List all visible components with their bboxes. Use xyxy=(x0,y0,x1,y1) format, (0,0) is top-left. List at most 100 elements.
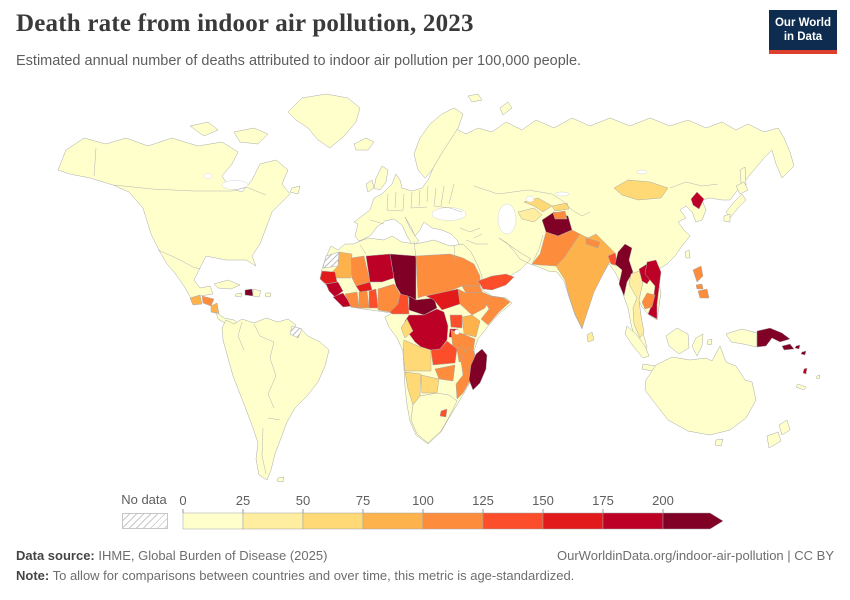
country-svalbard[interactable] xyxy=(467,93,483,103)
country-arctic-islands-2[interactable] xyxy=(189,121,219,137)
country-mauritania[interactable] xyxy=(325,251,353,279)
country-sulawesi[interactable] xyxy=(691,333,704,357)
country-solomon-islands-1[interactable] xyxy=(794,344,801,350)
country-tasmania[interactable] xyxy=(714,438,724,447)
country-madagascar[interactable] xyxy=(468,348,488,391)
country-tajikistan[interactable] xyxy=(552,210,568,220)
legend-bin-1[interactable] xyxy=(242,512,304,530)
legend-no-data-swatch[interactable] xyxy=(122,513,168,529)
country-newfoundland[interactable] xyxy=(289,185,301,195)
country-jamaica[interactable] xyxy=(234,292,243,298)
country-turkmenistan[interactable] xyxy=(517,207,543,223)
country-cambodia[interactable] xyxy=(641,292,656,310)
country-greenland[interactable] xyxy=(287,93,361,149)
legend-bin-3[interactable] xyxy=(362,512,424,530)
country-philippines-luzon[interactable] xyxy=(692,265,704,283)
legend-bin-0[interactable] xyxy=(182,512,244,530)
country-sumatra[interactable] xyxy=(624,325,650,359)
country-cuba[interactable] xyxy=(213,279,241,290)
great-lakes xyxy=(221,180,249,190)
country-cameroon[interactable] xyxy=(389,293,410,315)
country-sri-lanka[interactable] xyxy=(586,331,595,343)
country-dominican-republic[interactable] xyxy=(252,288,262,298)
country-french-guiana[interactable] xyxy=(289,325,303,339)
country-senegal[interactable] xyxy=(319,270,338,285)
country-scandinavia[interactable] xyxy=(413,107,464,179)
country-puerto-rico[interactable] xyxy=(264,292,272,298)
legend-bin-8[interactable] xyxy=(662,512,724,530)
country-honduras[interactable] xyxy=(201,295,215,307)
country-south-sudan[interactable] xyxy=(425,288,461,311)
country-nepal[interactable] xyxy=(585,237,601,249)
country-papua-new-guinea[interactable] xyxy=(756,327,791,348)
country-philippines-visayas[interactable] xyxy=(695,283,704,290)
country-myanmar[interactable] xyxy=(614,243,634,297)
country-ghana[interactable] xyxy=(358,290,370,309)
country-sakhalin[interactable] xyxy=(739,166,747,186)
legend-bin-5[interactable] xyxy=(482,512,544,530)
lake-balkhash xyxy=(554,191,570,197)
country-maluku[interactable] xyxy=(706,338,713,346)
country-uganda[interactable] xyxy=(449,314,463,329)
country-new-zealand-north[interactable] xyxy=(778,419,791,436)
country-guatemala[interactable] xyxy=(189,294,203,306)
country-fiji[interactable] xyxy=(815,374,821,380)
country-japan-hokkaido[interactable] xyxy=(735,181,749,195)
data-source-label: Data source: xyxy=(16,548,95,563)
country-taiwan[interactable] xyxy=(684,249,691,259)
legend-tick-label: 150 xyxy=(532,493,554,508)
legend-bin-6[interactable] xyxy=(542,512,604,530)
owid-logo[interactable]: Our World in Data xyxy=(769,10,837,54)
country-arctic-islands[interactable] xyxy=(233,127,269,145)
country-zimbabwe[interactable] xyxy=(434,364,456,382)
country-new-britain[interactable] xyxy=(781,343,795,351)
country-australia[interactable] xyxy=(644,345,757,436)
country-japan-kyushu[interactable] xyxy=(723,213,731,223)
country-niger[interactable] xyxy=(365,253,395,283)
country-somalia[interactable] xyxy=(480,295,511,326)
country-north-korea[interactable] xyxy=(690,191,705,210)
country-south-america[interactable] xyxy=(221,317,330,481)
country-new-caledonia[interactable] xyxy=(795,383,807,391)
legend-bin-2[interactable] xyxy=(302,512,364,530)
country-vietnam[interactable] xyxy=(644,259,662,320)
note-label: Note: xyxy=(16,568,50,583)
country-vanuatu[interactable] xyxy=(802,367,808,375)
country-solomon-islands-2[interactable] xyxy=(800,350,807,356)
chart-subtitle: Estimated annual number of deaths attrib… xyxy=(16,53,582,69)
country-uk[interactable] xyxy=(373,165,389,191)
country-south-africa[interactable] xyxy=(410,392,458,444)
country-sierra-leone-liberia[interactable] xyxy=(332,292,353,308)
country-west-papua[interactable] xyxy=(725,328,758,348)
country-north-america[interactable] xyxy=(57,137,291,301)
country-lesotho[interactable] xyxy=(439,408,448,418)
legend-bin-4[interactable] xyxy=(422,512,484,530)
legend-bin-7[interactable] xyxy=(602,512,664,530)
country-iceland[interactable] xyxy=(353,137,375,151)
country-new-zealand-south[interactable] xyxy=(766,431,782,449)
country-kyrgyzstan[interactable] xyxy=(551,202,570,212)
country-guinea[interactable] xyxy=(325,281,344,298)
country-ireland[interactable] xyxy=(365,179,375,193)
border-us-mexico xyxy=(157,249,201,270)
country-haiti[interactable] xyxy=(244,288,254,297)
country-nicaragua[interactable] xyxy=(210,302,220,315)
chart-footer: Data source: IHME, Global Burden of Dise… xyxy=(16,548,834,583)
country-congo[interactable] xyxy=(400,318,414,339)
country-yemen[interactable] xyxy=(477,273,515,291)
country-novaya-zemlya[interactable] xyxy=(499,101,513,116)
country-falklands[interactable] xyxy=(276,476,285,483)
owid-url-link[interactable]: OurWorldinData.org/indoor-air-pollution … xyxy=(557,548,834,563)
country-mongolia[interactable] xyxy=(613,179,669,201)
legend-tick-label: 125 xyxy=(472,493,494,508)
country-philippines-mindanao[interactable] xyxy=(697,288,710,299)
lake-victoria xyxy=(454,329,460,335)
legend-tick-label: 175 xyxy=(592,493,614,508)
owid-logo-line1: Our World xyxy=(774,17,831,29)
country-mali[interactable] xyxy=(350,255,371,287)
country-borneo[interactable] xyxy=(665,327,690,355)
page-title: Death rate from indoor air pollution, 20… xyxy=(16,10,474,37)
country-western-sahara[interactable] xyxy=(322,251,340,269)
country-ethiopia[interactable] xyxy=(457,288,492,316)
country-kenya[interactable] xyxy=(461,314,481,338)
